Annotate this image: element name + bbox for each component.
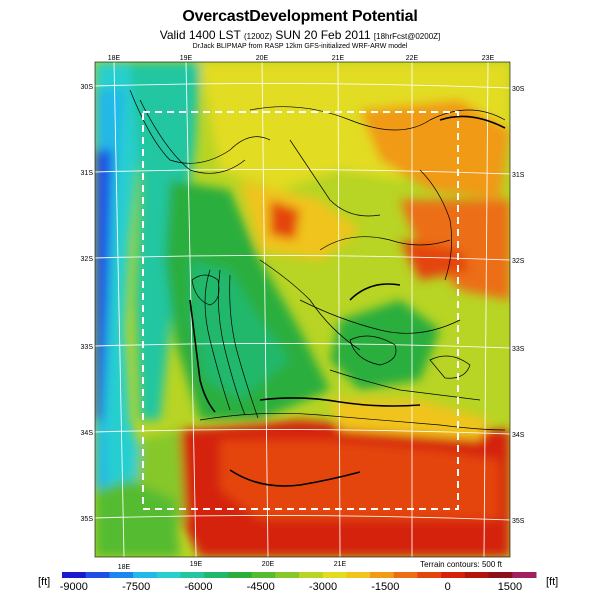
coastline-contours bbox=[189, 115, 506, 487]
colorbar-swatch bbox=[322, 572, 347, 578]
top-lon-label: 21E bbox=[332, 55, 345, 62]
colorbar-swatch bbox=[346, 572, 371, 578]
right-lat-label: 30S bbox=[512, 86, 525, 93]
terrain-contours bbox=[129, 89, 506, 431]
inner-domain-boundary bbox=[142, 111, 459, 510]
bottom-lon-label: 19E bbox=[190, 561, 203, 568]
colorbar-swatch bbox=[370, 572, 395, 578]
colorbar-tick-label: 1500 bbox=[498, 581, 522, 593]
colorbar-swatch bbox=[464, 572, 490, 578]
forecast-hour: [18hrFcst@0200Z] bbox=[373, 32, 441, 41]
top-lon-label: 20E bbox=[256, 55, 269, 62]
colorbar-unit-right: [ft] bbox=[546, 576, 559, 588]
colorbar-swatch bbox=[156, 572, 181, 578]
colorbar-unit-left: [ft] bbox=[38, 576, 51, 588]
bottom-lon-label: 20E bbox=[262, 561, 275, 568]
bottom-lon-label: 18E bbox=[118, 564, 131, 571]
colorbar-swatch bbox=[393, 572, 418, 578]
colorbar-swatch bbox=[512, 572, 537, 578]
terrain-contour-note: Terrain contours: 500 ft bbox=[420, 560, 503, 569]
colorbar-swatch bbox=[299, 572, 324, 578]
left-lat-label: 35S bbox=[81, 516, 94, 523]
right-lat-label: 32S bbox=[512, 258, 525, 265]
colorbar-tick-label: -1500 bbox=[371, 581, 399, 593]
right-lat-label: 34S bbox=[512, 432, 525, 439]
colorbar-tick-label: 0 bbox=[445, 581, 451, 593]
colorbar-tick-label: -4500 bbox=[247, 581, 275, 593]
model-credit: DrJack BLIPMAP from RASP 12km GFS-initia… bbox=[192, 43, 408, 50]
left-lat-label: 32S bbox=[81, 256, 94, 263]
colorbar-swatch bbox=[488, 572, 513, 578]
right-lat-label: 33S bbox=[512, 346, 525, 353]
bottom-lon-label: 21E bbox=[334, 561, 347, 568]
valid-date: SUN 20 Feb 2011 bbox=[275, 28, 371, 42]
colorbar-swatch bbox=[441, 572, 466, 578]
top-lon-label: 18E bbox=[108, 55, 121, 62]
valid-time-subtitle: Valid 1400 LST (1200Z) SUN 20 Feb 2011 [… bbox=[0, 28, 600, 42]
colorbar-tick-label: -3000 bbox=[309, 581, 337, 593]
colorbar-swatch bbox=[204, 572, 229, 578]
left-lat-label: 30S bbox=[81, 84, 94, 91]
top-lon-label: 23E bbox=[482, 55, 495, 62]
graticule bbox=[95, 62, 510, 557]
potential-field bbox=[95, 62, 510, 557]
right-lat-label: 31S bbox=[512, 172, 525, 179]
colorbar-tick-label: -6000 bbox=[184, 581, 212, 593]
chart-title: OvercastDevelopment Potential bbox=[182, 8, 418, 25]
valid-time: Valid 1400 LST bbox=[159, 28, 241, 42]
colorbar-swatch bbox=[133, 572, 158, 578]
utc-time: (1200Z) bbox=[244, 32, 273, 41]
colorbar-tick-label: -9000 bbox=[60, 581, 88, 593]
colorbar-swatch bbox=[85, 572, 110, 578]
map-frame bbox=[94, 61, 511, 558]
colorbar-swatch bbox=[251, 572, 276, 578]
colorbar-swatch bbox=[417, 572, 442, 578]
left-lat-label: 34S bbox=[81, 430, 94, 437]
top-lon-label: 22E bbox=[406, 55, 419, 62]
colorbar-tick-label: -7500 bbox=[122, 581, 150, 593]
colorbar-swatch bbox=[109, 572, 134, 578]
colorbar: -9000 -7500 -6000 -4500 -3000 -1500 0 1500 bbox=[60, 572, 537, 593]
left-lat-label: 31S bbox=[81, 170, 94, 177]
left-lat-label: 33S bbox=[81, 344, 94, 351]
right-lat-label: 35S bbox=[512, 518, 525, 525]
top-lon-label: 19E bbox=[180, 55, 193, 62]
colorbar-swatch bbox=[227, 572, 253, 578]
colorbar-swatch bbox=[275, 572, 300, 578]
colorbar-swatch bbox=[180, 572, 205, 578]
colorbar-swatch bbox=[62, 572, 87, 578]
